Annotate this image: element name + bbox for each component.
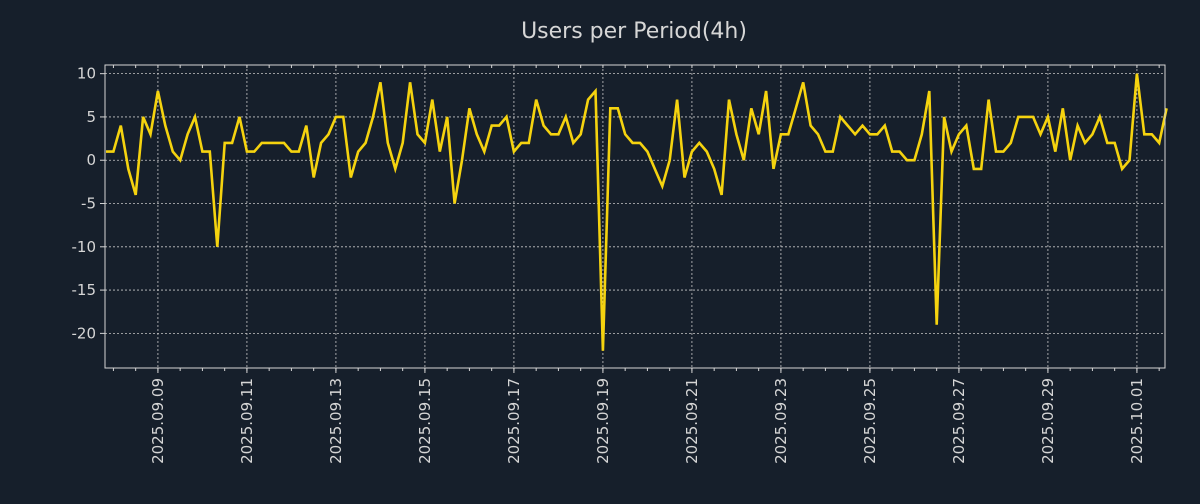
y-tick-label: -10 <box>72 238 97 256</box>
x-tick-label: 2025.09.25 <box>861 378 879 464</box>
y-tick-label: -20 <box>72 324 97 342</box>
x-tick-label: 2025.09.15 <box>416 378 434 464</box>
x-tick-label: 2025.09.17 <box>505 378 523 464</box>
x-tick-label: 2025.09.23 <box>772 378 790 464</box>
x-tick-label: 2025.09.13 <box>327 378 345 464</box>
y-tick-label: -5 <box>81 195 96 213</box>
chart-title: Users per Period(4h) <box>521 19 747 44</box>
x-tick-label: 2025.10.01 <box>1128 378 1146 464</box>
x-tick-label: 2025.09.11 <box>238 378 256 464</box>
x-tick-label: 2025.09.29 <box>1039 378 1057 464</box>
y-tick-label: 10 <box>77 65 96 83</box>
x-tick-label: 2025.09.19 <box>594 378 612 464</box>
y-tick-label: 5 <box>86 108 96 126</box>
x-tick-label: 2025.09.21 <box>683 378 701 464</box>
x-tick-label: 2025.09.27 <box>950 378 968 464</box>
x-tick-label: 2025.09.09 <box>149 378 167 464</box>
y-tick-label: -15 <box>72 281 97 299</box>
y-tick-label: 0 <box>86 151 96 169</box>
